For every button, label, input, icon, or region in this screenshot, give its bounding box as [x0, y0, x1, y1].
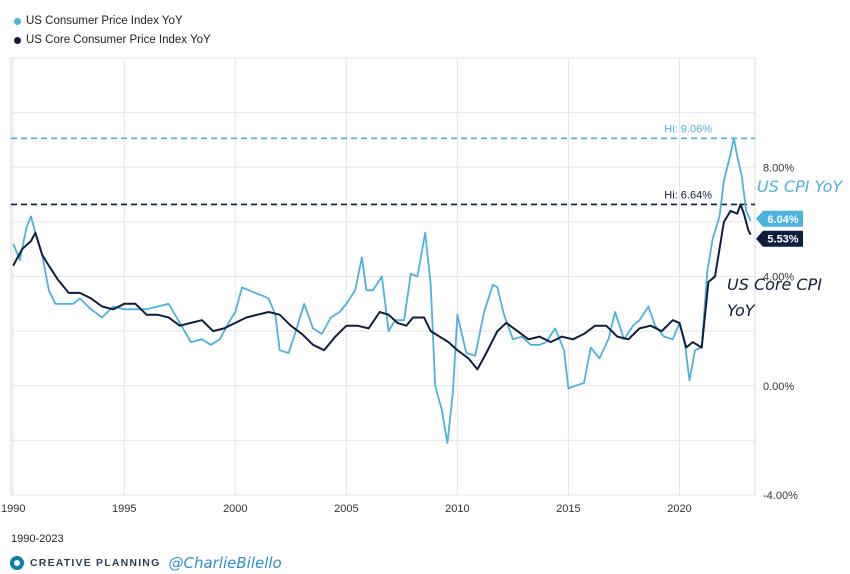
core-cpi-annotation: YoY	[727, 301, 756, 320]
x-tick-label: 2015	[556, 503, 580, 515]
x-tick-label: 2010	[445, 503, 469, 515]
brand-name: CREATIVE PLANNING	[30, 557, 161, 569]
last-value-tag	[756, 230, 803, 247]
last-value-tag	[756, 210, 803, 227]
legend-cpi-label: US Consumer Price Index YoY	[26, 15, 183, 27]
core-cpi-annotation: US Core CPI	[727, 275, 822, 294]
core-legend-dot-icon	[14, 37, 21, 44]
y-tick-label: -4.00%	[763, 490, 798, 502]
x-tick-label: 2020	[667, 503, 691, 515]
footer: CREATIVE PLANNING @CharlieBilello	[10, 554, 282, 572]
x-tick-label: 1990	[1, 503, 25, 515]
author-handle[interactable]: @CharlieBilello	[168, 554, 282, 572]
legend-item-cpi[interactable]: US Consumer Price Index YoY	[14, 12, 211, 31]
last-value-label: 6.04%	[767, 214, 798, 226]
last-value-label: 5.53%	[767, 234, 798, 246]
legend: US Consumer Price Index YoY US Core Cons…	[14, 12, 211, 50]
cpi-annotation: US CPI YoY	[757, 177, 843, 196]
y-tick-label: 4.00%	[763, 272, 794, 284]
cpi-legend-dot-icon	[14, 18, 21, 25]
legend-core-label: US Core Consumer Price Index YoY	[26, 34, 211, 46]
creative-planning-logo-icon	[10, 556, 24, 570]
x-tick-label: 2000	[223, 503, 247, 515]
high-reference-label: Hi: 6.64%	[664, 189, 712, 201]
core-cpi-series-line	[12, 203, 752, 371]
high-reference-label: Hi: 9.06%	[664, 123, 712, 135]
x-tick-label: 2005	[334, 503, 358, 515]
y-tick-label: 8.00%	[763, 162, 794, 174]
date-range-label: 1990-2023	[11, 533, 64, 545]
cpi-series-line	[12, 137, 752, 445]
legend-item-core[interactable]: US Core Consumer Price Index YoY	[14, 31, 211, 50]
x-tick-label: 1995	[112, 503, 136, 515]
y-tick-label: 0.00%	[763, 381, 794, 393]
